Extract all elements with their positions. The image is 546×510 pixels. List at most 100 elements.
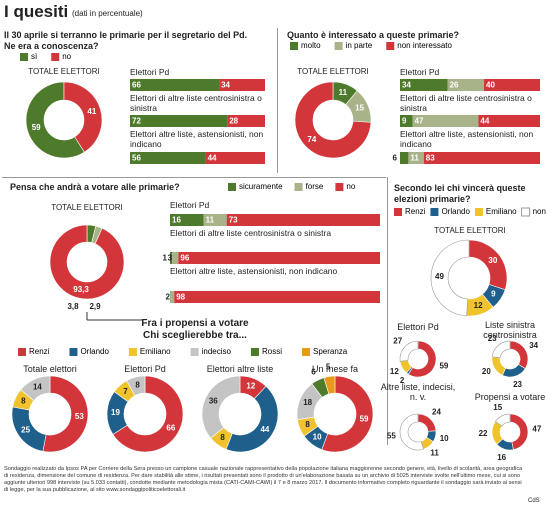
donut-label: 2 xyxy=(400,376,405,385)
bar-value: 56 xyxy=(132,154,141,163)
legend-label: forse xyxy=(306,182,324,191)
legend-label: Emiliano xyxy=(140,347,171,356)
donut-label: 15 xyxy=(355,104,364,113)
donut-label: 44 xyxy=(260,425,269,434)
bar-value: 28 xyxy=(229,117,238,126)
donut-title: Liste sinistra centrosinistra xyxy=(483,320,537,340)
donut-label: 6 xyxy=(311,367,316,376)
donut-label: 25 xyxy=(21,426,30,435)
donut-slice xyxy=(491,356,507,376)
donut-label: 15 xyxy=(493,403,502,412)
legend-label: Renzi xyxy=(29,347,50,356)
donut-label: 10 xyxy=(440,434,449,443)
donut-label: 5 xyxy=(326,363,331,372)
donut-slice xyxy=(323,375,336,395)
legend-label: no xyxy=(346,182,355,191)
legend-label: no xyxy=(62,52,71,61)
bar-value: 26 xyxy=(450,81,459,90)
donut-title: TOTALE ELETTORI xyxy=(51,203,123,212)
donut-title: TOTALE ELETTORI xyxy=(434,226,506,235)
question: Pensa che andrà a votare alle primarie? xyxy=(10,182,180,192)
bar-value: 72 xyxy=(132,117,141,126)
donut-slice xyxy=(509,413,529,451)
donut-slice xyxy=(225,385,279,453)
question: Il 30 aprile si terranno le primarie per… xyxy=(4,30,248,51)
donut-label: 30 xyxy=(488,256,497,265)
divider xyxy=(277,28,278,173)
donut-title: Altre liste, indecisi, n. v. xyxy=(380,382,456,402)
donut-label: 66 xyxy=(166,423,175,432)
donut-slice xyxy=(321,375,374,453)
donut-slice xyxy=(468,239,508,291)
donut-label: 93,3 xyxy=(73,285,89,294)
donut-label: 8 xyxy=(135,381,140,390)
bar-segment xyxy=(170,214,204,226)
donut-label: 7 xyxy=(123,387,128,396)
subtitle: (dati in percentuale) xyxy=(72,9,143,18)
donut-label: 24 xyxy=(432,407,441,416)
donut-label: 16 xyxy=(497,453,506,462)
donut-slice xyxy=(112,375,184,453)
legend-swatch xyxy=(228,183,236,191)
donut-title: Elettori Pd xyxy=(397,322,439,332)
bar-segment xyxy=(484,79,540,91)
bar-segment xyxy=(170,291,175,303)
donut-label: 3,8 xyxy=(67,302,79,311)
legend-swatch xyxy=(190,348,199,356)
bar-category: Elettori di altre liste centrosinistra o… xyxy=(400,93,532,113)
legend-swatch xyxy=(20,53,28,61)
donut-label: 23 xyxy=(488,334,497,343)
legend-swatch xyxy=(69,348,78,356)
bar-value: 34 xyxy=(221,81,230,90)
bar-segment xyxy=(478,115,540,127)
donut-label: 10 xyxy=(313,433,322,442)
legend-label: Renzi xyxy=(405,207,426,216)
bar-segment xyxy=(172,252,179,264)
bar-category: Elettori di altre liste centrosinistra o… xyxy=(170,228,332,238)
legend-label: Speranza xyxy=(313,347,348,356)
bar-segment xyxy=(174,291,380,303)
donut-title: Elettori Pd xyxy=(124,364,166,374)
legend-swatch xyxy=(335,183,344,191)
donut-slice xyxy=(430,239,470,317)
donut-label: 59 xyxy=(32,123,41,132)
divider xyxy=(2,177,386,178)
donut-label: 59 xyxy=(439,362,448,371)
legend-label: non sa xyxy=(533,207,546,216)
bar-segment xyxy=(226,214,380,226)
legend-label: molto xyxy=(301,41,321,50)
bar-value: 96 xyxy=(180,254,189,263)
bar-value: 3 xyxy=(168,254,173,263)
legend-label: Orlando xyxy=(80,347,109,356)
donut-label: 11 xyxy=(339,88,348,97)
bar-value: 44 xyxy=(480,117,489,126)
bar-category: Elettori altre liste, astensionisti, non… xyxy=(170,266,338,276)
bar-value: 40 xyxy=(486,81,495,90)
donut-label: 22 xyxy=(479,429,488,438)
legend-label: in parte xyxy=(346,41,373,50)
donut-slice xyxy=(501,363,526,378)
legend-label: Orlando xyxy=(441,207,470,216)
bar-segment xyxy=(447,79,484,91)
bar-category: Elettori Pd xyxy=(400,67,440,77)
divider xyxy=(387,177,388,445)
bar-category: Elettori di altre liste centrosinistra o… xyxy=(130,93,262,113)
bar-category: Elettori Pd xyxy=(130,67,170,77)
bar-segment xyxy=(170,252,173,264)
bar-segment xyxy=(400,79,448,91)
donut-label: 55 xyxy=(387,431,396,440)
donut-label: 8 xyxy=(21,397,26,406)
donut-title: Totale elettori xyxy=(23,364,77,374)
bar-segment xyxy=(423,152,540,164)
donut-label: 12 xyxy=(246,382,255,391)
bar-value: 47 xyxy=(415,117,424,126)
legend-label: Rossi xyxy=(262,347,282,356)
legend-swatch xyxy=(394,208,402,216)
bar-value: 44 xyxy=(208,154,217,163)
donut-label: 12 xyxy=(390,367,399,376)
legend-swatch xyxy=(18,348,26,356)
donut-label: 34 xyxy=(529,341,538,350)
donut-slice xyxy=(495,413,511,427)
legend-label: sicuramente xyxy=(239,182,283,191)
